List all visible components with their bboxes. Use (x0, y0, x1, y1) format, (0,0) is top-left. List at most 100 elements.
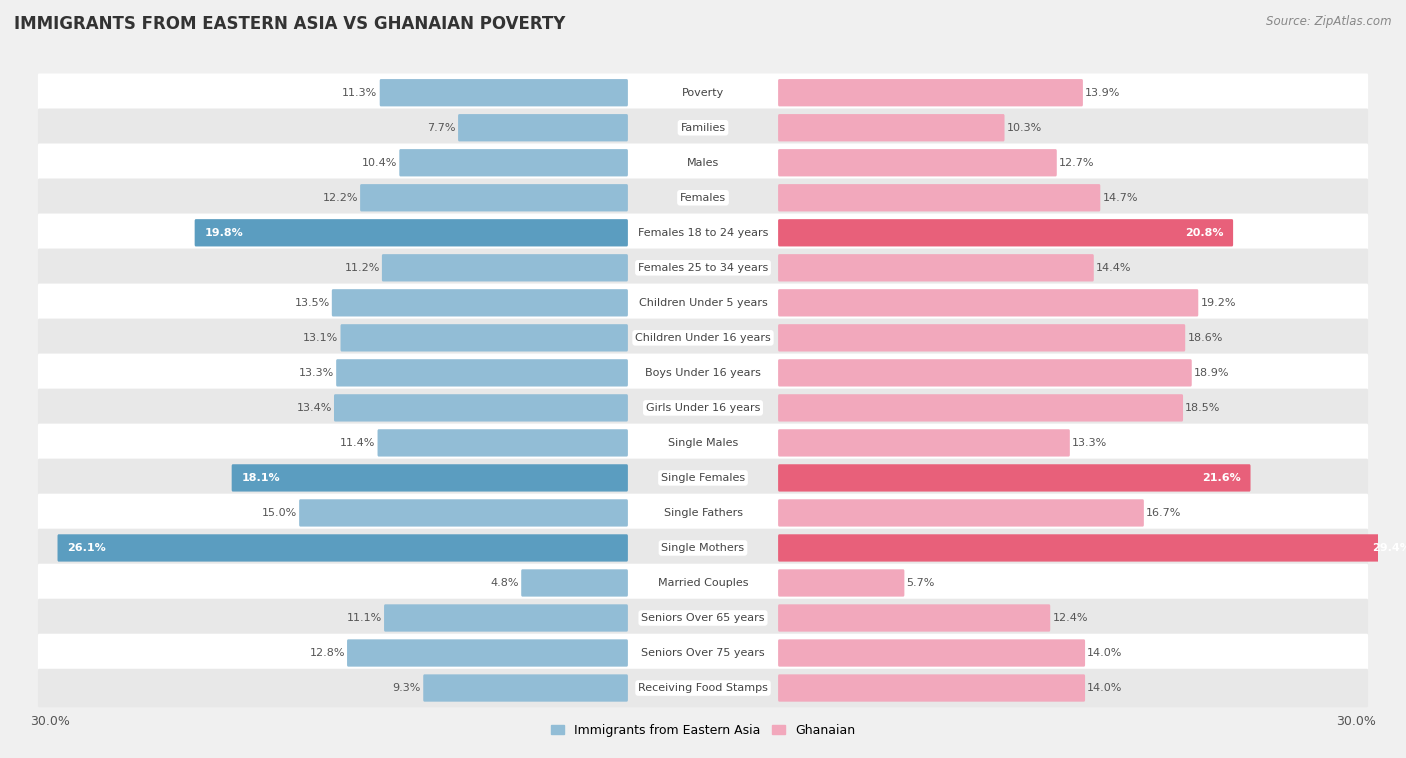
Text: 14.7%: 14.7% (1102, 193, 1137, 203)
Text: 26.1%: 26.1% (67, 543, 105, 553)
Legend: Immigrants from Eastern Asia, Ghanaian: Immigrants from Eastern Asia, Ghanaian (546, 719, 860, 742)
FancyBboxPatch shape (336, 359, 628, 387)
Text: 12.8%: 12.8% (309, 648, 344, 658)
Text: 12.2%: 12.2% (322, 193, 359, 203)
Text: 4.8%: 4.8% (491, 578, 519, 588)
FancyBboxPatch shape (38, 318, 1368, 357)
Text: 12.4%: 12.4% (1053, 613, 1088, 623)
Text: 13.9%: 13.9% (1085, 88, 1121, 98)
Text: 21.6%: 21.6% (1202, 473, 1240, 483)
FancyBboxPatch shape (38, 669, 1368, 707)
FancyBboxPatch shape (778, 429, 1070, 456)
Text: 12.7%: 12.7% (1059, 158, 1094, 168)
FancyBboxPatch shape (458, 114, 628, 142)
Text: 15.0%: 15.0% (262, 508, 297, 518)
FancyBboxPatch shape (778, 149, 1057, 177)
Text: 11.1%: 11.1% (347, 613, 382, 623)
FancyBboxPatch shape (778, 639, 1085, 666)
Text: Children Under 16 years: Children Under 16 years (636, 333, 770, 343)
FancyBboxPatch shape (399, 149, 628, 177)
FancyBboxPatch shape (380, 79, 628, 106)
FancyBboxPatch shape (38, 528, 1368, 567)
Text: 19.2%: 19.2% (1201, 298, 1236, 308)
FancyBboxPatch shape (778, 289, 1198, 317)
FancyBboxPatch shape (778, 500, 1144, 527)
Text: Girls Under 16 years: Girls Under 16 years (645, 403, 761, 413)
Text: 14.0%: 14.0% (1087, 683, 1122, 693)
Text: Families: Families (681, 123, 725, 133)
Text: Poverty: Poverty (682, 88, 724, 98)
FancyBboxPatch shape (778, 114, 1004, 142)
FancyBboxPatch shape (378, 429, 628, 456)
FancyBboxPatch shape (423, 675, 628, 702)
FancyBboxPatch shape (347, 639, 628, 666)
Text: Seniors Over 65 years: Seniors Over 65 years (641, 613, 765, 623)
Text: Children Under 5 years: Children Under 5 years (638, 298, 768, 308)
FancyBboxPatch shape (778, 184, 1101, 211)
Text: 5.7%: 5.7% (907, 578, 935, 588)
FancyBboxPatch shape (38, 634, 1368, 672)
Text: Single Fathers: Single Fathers (664, 508, 742, 518)
FancyBboxPatch shape (778, 324, 1185, 352)
Text: 20.8%: 20.8% (1185, 228, 1223, 238)
FancyBboxPatch shape (778, 394, 1182, 421)
Text: Married Couples: Married Couples (658, 578, 748, 588)
Text: 14.4%: 14.4% (1095, 263, 1132, 273)
Text: Females: Females (681, 193, 725, 203)
Text: Seniors Over 75 years: Seniors Over 75 years (641, 648, 765, 658)
FancyBboxPatch shape (332, 289, 628, 317)
FancyBboxPatch shape (778, 254, 1094, 281)
FancyBboxPatch shape (38, 283, 1368, 322)
FancyBboxPatch shape (194, 219, 628, 246)
Text: Source: ZipAtlas.com: Source: ZipAtlas.com (1267, 15, 1392, 28)
FancyBboxPatch shape (38, 564, 1368, 602)
FancyBboxPatch shape (38, 143, 1368, 182)
FancyBboxPatch shape (38, 353, 1368, 392)
FancyBboxPatch shape (38, 214, 1368, 252)
FancyBboxPatch shape (778, 219, 1233, 246)
FancyBboxPatch shape (38, 424, 1368, 462)
FancyBboxPatch shape (384, 604, 628, 631)
Text: 18.5%: 18.5% (1185, 403, 1220, 413)
Text: 11.3%: 11.3% (342, 88, 378, 98)
Text: 13.4%: 13.4% (297, 403, 332, 413)
FancyBboxPatch shape (778, 464, 1250, 492)
Text: 10.3%: 10.3% (1007, 123, 1042, 133)
Text: Females 18 to 24 years: Females 18 to 24 years (638, 228, 768, 238)
FancyBboxPatch shape (360, 184, 628, 211)
Text: 18.1%: 18.1% (242, 473, 280, 483)
Text: Receiving Food Stamps: Receiving Food Stamps (638, 683, 768, 693)
FancyBboxPatch shape (38, 389, 1368, 428)
FancyBboxPatch shape (382, 254, 628, 281)
FancyBboxPatch shape (778, 675, 1085, 702)
FancyBboxPatch shape (778, 604, 1050, 631)
FancyBboxPatch shape (38, 493, 1368, 532)
FancyBboxPatch shape (299, 500, 628, 527)
FancyBboxPatch shape (778, 569, 904, 597)
Text: 10.4%: 10.4% (361, 158, 396, 168)
Text: 13.1%: 13.1% (304, 333, 339, 343)
Text: 16.7%: 16.7% (1146, 508, 1181, 518)
Text: Single Males: Single Males (668, 438, 738, 448)
FancyBboxPatch shape (38, 459, 1368, 497)
FancyBboxPatch shape (522, 569, 628, 597)
FancyBboxPatch shape (38, 179, 1368, 217)
Text: 11.4%: 11.4% (340, 438, 375, 448)
FancyBboxPatch shape (38, 599, 1368, 637)
Text: Single Females: Single Females (661, 473, 745, 483)
Text: Males: Males (688, 158, 718, 168)
Text: 13.3%: 13.3% (1071, 438, 1108, 448)
Text: Females 25 to 34 years: Females 25 to 34 years (638, 263, 768, 273)
Text: 18.9%: 18.9% (1194, 368, 1229, 377)
Text: Boys Under 16 years: Boys Under 16 years (645, 368, 761, 377)
FancyBboxPatch shape (38, 74, 1368, 112)
FancyBboxPatch shape (335, 394, 628, 421)
Text: Single Mothers: Single Mothers (661, 543, 745, 553)
FancyBboxPatch shape (778, 79, 1083, 106)
Text: IMMIGRANTS FROM EASTERN ASIA VS GHANAIAN POVERTY: IMMIGRANTS FROM EASTERN ASIA VS GHANAIAN… (14, 15, 565, 33)
Text: 9.3%: 9.3% (392, 683, 420, 693)
FancyBboxPatch shape (340, 324, 628, 352)
Text: 14.0%: 14.0% (1087, 648, 1122, 658)
Text: 13.3%: 13.3% (298, 368, 335, 377)
Text: 19.8%: 19.8% (204, 228, 243, 238)
